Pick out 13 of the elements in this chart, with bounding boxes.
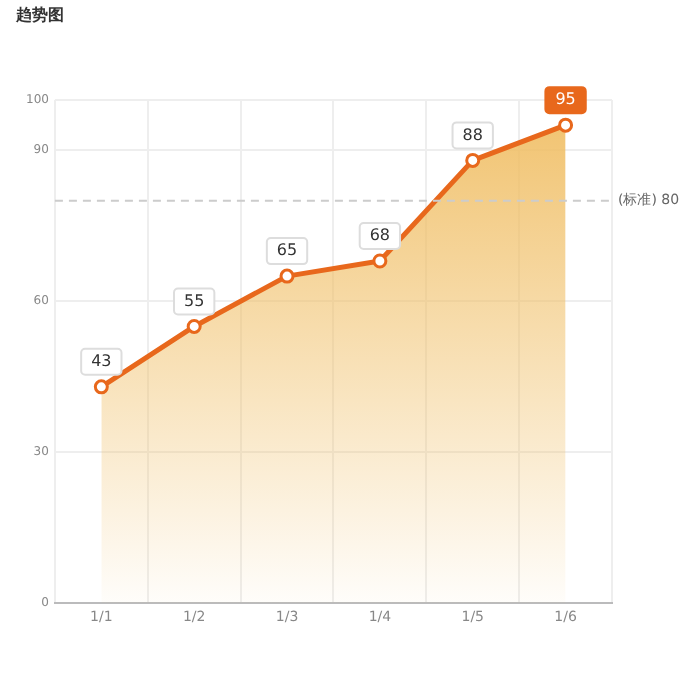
point: [372, 253, 388, 269]
point: [279, 268, 295, 284]
chart-title: 趋势图: [16, 4, 66, 28]
point: [186, 318, 202, 334]
data-label: 55: [183, 291, 205, 310]
data-label: 88: [462, 125, 483, 144]
point: [558, 117, 574, 133]
point: [465, 152, 481, 168]
data-label: 68: [369, 226, 391, 245]
data-label: 95: [555, 90, 576, 109]
point: [93, 379, 109, 395]
data-label: 65: [276, 241, 298, 260]
data-label: 43: [91, 351, 112, 370]
